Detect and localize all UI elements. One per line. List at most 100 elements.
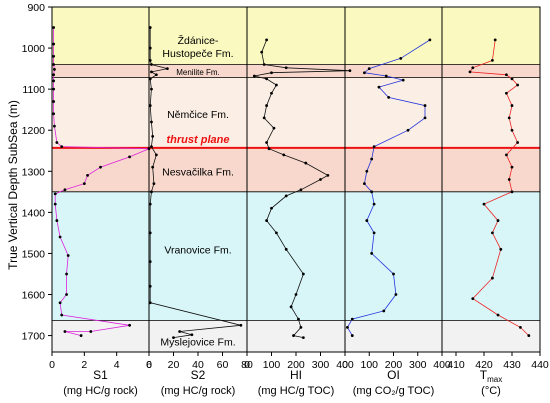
s2-point-5 [150,70,153,74]
s1-point-29 [89,330,93,333]
s2-point-11 [151,134,155,138]
hi-point-24 [284,247,288,251]
hi-point-9 [270,91,273,95]
formation-label-5: Myslejovice Fm. [160,337,235,349]
hi-point-23 [275,231,278,235]
oi-axis-title: OI [387,368,400,382]
formation-label-2: Němčice Fm. [167,109,229,121]
hi-point-3 [284,66,288,70]
tmax-point-3 [468,70,472,74]
oi-point-7 [387,95,391,99]
tmax-point-22 [496,313,500,317]
s1-point-24 [65,272,68,276]
oi-point-3 [363,71,366,75]
tmax-point-19 [499,247,503,251]
tmax-point-14 [507,178,511,181]
s1-point-2 [52,54,56,58]
y-tick-label-900: 900 [27,2,45,14]
s2-point-1 [148,46,152,50]
s1-point-26 [58,301,62,305]
hi-x-tick-label-0: 0 [244,359,250,371]
oi-point-1 [399,56,403,60]
tmax-point-20 [491,276,494,280]
oi-point-9 [423,116,427,120]
oi-point-21 [394,293,398,296]
oi-point-2 [367,67,371,71]
s1-point-17 [82,182,86,186]
hi-point-26 [294,293,298,296]
oi-point-17 [365,219,369,222]
series-lines [52,26,531,340]
tmax-point-5 [510,77,514,81]
s1-axis-title: S1 [93,368,108,382]
tmax-point-9 [507,116,511,120]
oi-point-15 [370,190,374,194]
s2-point-7 [148,77,152,81]
zone-4 [52,191,540,321]
s2-x-tick-label-80: 80 [241,359,253,371]
s2-point-8 [150,87,153,91]
hi-x-tick-label-400: 400 [336,359,354,371]
tmax-axis-unit: (°C) [481,385,501,397]
s2-point-25 [172,336,175,340]
y-tick-label-1100: 1100 [22,84,45,96]
s1-x-tick-label-0: 0 [49,359,55,371]
oi-point-14 [363,182,366,186]
tmax-point-12 [505,153,508,157]
hi-axis-unit: (mg HC/g TOC) [258,385,335,397]
s1-point-8 [52,100,56,103]
oi-x-tick-label-200: 200 [385,359,403,371]
zone-2 [52,77,540,148]
s1-point-15 [99,165,102,169]
s2-axis-unit: (mg HC/g rock) [161,385,236,397]
s2-point-16 [150,190,153,194]
hi-point-11 [262,116,266,120]
y-tick-label-1400: 1400 [22,207,46,219]
oi-axis-unit: (mg CO₂/g TOC) [353,385,435,397]
s2-point-23 [178,330,182,333]
hi-x-tick-label-300: 300 [312,359,330,371]
s2-point-17 [148,202,152,206]
tmax-point-21 [471,297,475,301]
y-tick-label-1700: 1700 [22,331,46,343]
tmax-point-17 [496,219,500,222]
y-tick-label-1300: 1300 [22,166,46,178]
hi-point-20 [284,194,288,198]
hi-point-8 [275,83,278,87]
hi-point-25 [301,272,305,276]
tmax-point-8 [510,104,514,107]
tmax-point-15 [510,190,514,194]
tmax-point-23 [519,325,522,329]
oi-point-24 [346,325,349,329]
s1-point-20 [53,202,57,206]
oi-x-tick-label-300: 300 [409,359,427,371]
s2-point-20 [148,284,152,288]
hi-line [254,39,350,338]
hi-point-31 [301,336,305,340]
oi-point-6 [377,85,381,89]
oi-point-5 [401,78,405,82]
oi-point-19 [370,252,374,255]
formation-label-4: Vranovice Fm. [164,244,231,256]
s1-point-23 [66,254,70,257]
s1-point-1 [52,42,56,46]
tmax-point-4 [505,73,508,77]
hi-point-21 [270,206,273,210]
oi-point-23 [350,317,354,321]
oi-point-8 [423,104,427,107]
hi-point-15 [282,153,286,157]
s2-point-13 [154,153,158,157]
s2-point-3 [150,63,153,66]
s2-x-tick-label-0: 0 [146,359,152,371]
hi-point-12 [272,126,276,130]
thrust-plane-label: thrust plane [167,134,230,146]
hi-point-7 [265,77,268,81]
tmax-point-18 [491,231,494,235]
s1-point-3 [52,63,56,66]
s1-x-tick-label-2: 2 [81,359,87,371]
tmax-point-13 [510,165,514,169]
s2-point-21 [148,301,152,305]
s2-line [149,27,241,338]
hi-point-10 [265,104,268,107]
